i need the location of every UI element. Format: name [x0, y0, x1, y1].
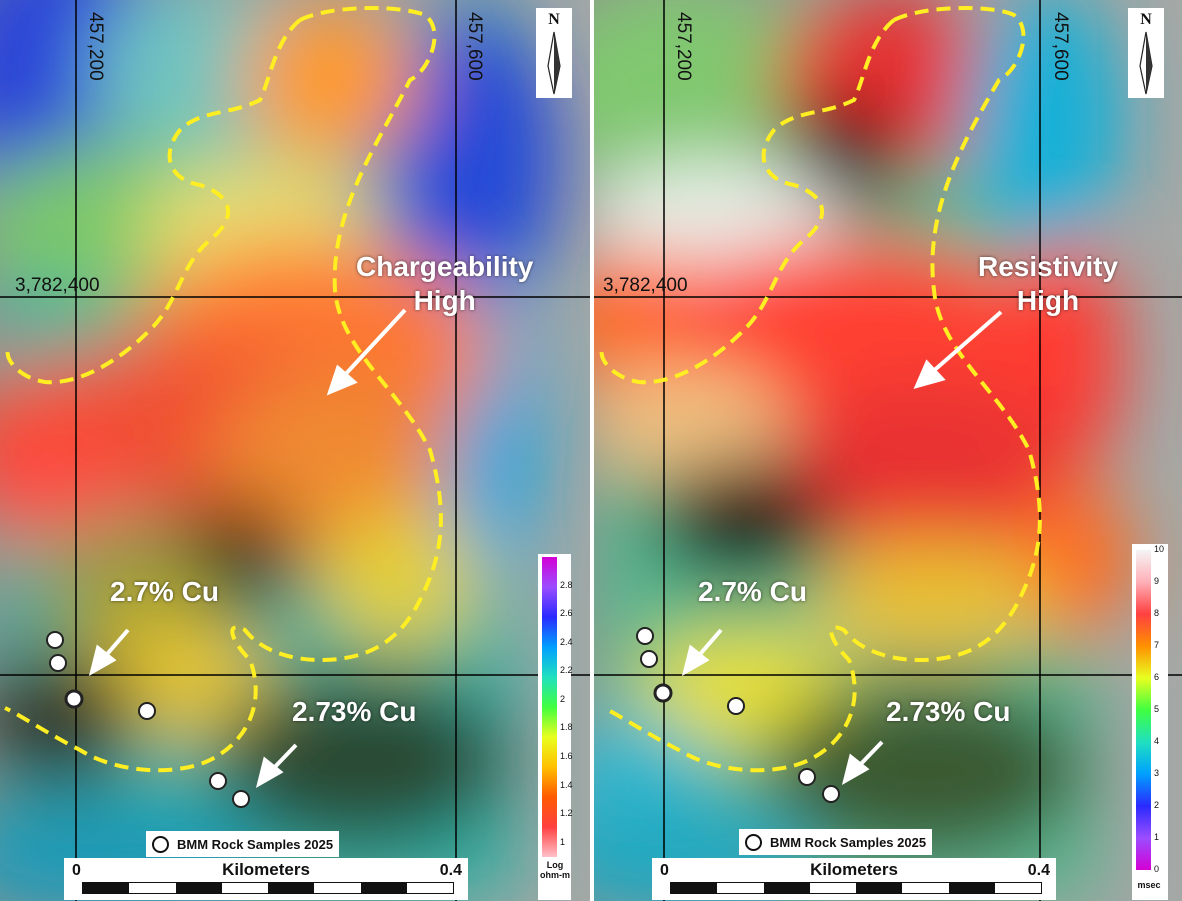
- legend-tick-label: 7: [1154, 640, 1160, 650]
- callout-cu-2: 2.73% Cu: [886, 696, 1011, 727]
- callout-cu-2: 2.73% Cu: [292, 696, 417, 727]
- chargeability-map-panel: 457,200 457,600 3,782,400 N Chargeabilit…: [0, 0, 590, 901]
- scale-max: 0.4: [1027, 862, 1050, 879]
- scale-ruler: [82, 882, 454, 894]
- legend-tick-label: 2.6: [560, 608, 573, 619]
- legend-tick-label: 5: [1154, 704, 1160, 714]
- legend-tick-label: 2.8: [560, 579, 573, 590]
- easting-label-457600: 457,600: [1050, 12, 1071, 81]
- north-arrow-icon: [547, 31, 561, 95]
- sample-markers: [46, 631, 250, 808]
- north-arrow-icon: [1139, 31, 1153, 95]
- scale-bar: Kilometers 0 0.4: [652, 858, 1056, 900]
- anomaly-label-line2: High: [1016, 284, 1080, 316]
- legend-unit-line1: Log: [546, 860, 564, 870]
- north-label: N: [1140, 11, 1152, 28]
- northing-label: 3,782,400: [603, 275, 688, 296]
- legend-tick-label: 0: [1154, 864, 1160, 874]
- color-legend: 10 9 8 7 6 5 4 3 2 1 0 msec: [1132, 544, 1168, 900]
- scale-max: 0.4: [439, 862, 462, 879]
- samples-legend: BMM Rock Samples 2025: [739, 829, 933, 855]
- grid-lines: [0, 0, 590, 901]
- legend-unit: msec: [1134, 880, 1164, 890]
- callout-arrows: [88, 308, 407, 789]
- legend-unit-line2: ohm-m: [540, 870, 570, 881]
- legend-tick-label: 2: [560, 693, 566, 704]
- sample-markers: [636, 627, 840, 803]
- legend-tick-label: 1.6: [560, 751, 573, 761]
- chargeability-map-surface: [0, 0, 590, 901]
- north-label: N: [548, 11, 560, 28]
- callout-arrows: [681, 310, 1003, 786]
- scale-title: Kilometers: [222, 860, 310, 879]
- northing-label: 3,782,400: [15, 275, 100, 296]
- anomaly-label: Chargeability High: [356, 250, 533, 317]
- legend-tick-label: 1.2: [560, 808, 573, 819]
- resistivity-map-panel: 457,200 457,600 3,782,400 N Resistivity …: [594, 0, 1182, 901]
- grid-lines: [594, 0, 1182, 901]
- scale-min: 0: [660, 862, 669, 879]
- callout-cu-1: 2.7% Cu: [110, 576, 219, 607]
- legend-tick-label: 1.8: [560, 722, 573, 733]
- samples-legend-label: BMM Rock Samples 2025: [177, 836, 334, 852]
- sample-marker-icon: [745, 833, 762, 851]
- chargeability-heatmap: [0, 0, 560, 901]
- scale-min: 0: [72, 862, 81, 879]
- legend-tick-label: 1.4: [560, 779, 573, 790]
- color-legend: 2.8 2.6 2.4 2.2 2 1.8 1.6 1.4 1.2 1 Log ohm-m: [538, 554, 573, 900]
- legend-tick-label: 3: [1154, 768, 1160, 778]
- anomaly-label-line1: Chargeability: [356, 251, 534, 282]
- easting-label-457200: 457,200: [85, 12, 106, 81]
- legend-tick-label: 9: [1154, 576, 1160, 586]
- legend-tick-label: 10: [1154, 544, 1165, 554]
- anomaly-label-line1: Resistivity: [978, 251, 1119, 282]
- legend-tick-label: 2.4: [560, 636, 573, 647]
- legend-unit: Log ohm-m: [540, 860, 570, 881]
- anomaly-boundary-west: [599, 18, 896, 385]
- color-ramp: [542, 557, 557, 857]
- legend-unit-line1: msec: [1137, 880, 1161, 890]
- scale-ruler: [670, 882, 1042, 894]
- legend-tick-label: 6: [1154, 672, 1160, 682]
- legend-tick-label: 2.2: [560, 665, 573, 676]
- samples-legend: BMM Rock Samples 2025: [146, 831, 340, 857]
- legend-tick-label: 1: [560, 836, 566, 847]
- sample-marker-icon: [152, 835, 169, 853]
- anomaly-label-line2: High: [413, 284, 476, 316]
- scale-title: Kilometers: [810, 860, 898, 879]
- north-arrow: N: [536, 8, 572, 98]
- samples-legend-label: BMM Rock Samples 2025: [770, 834, 927, 850]
- color-ramp: [1136, 550, 1151, 870]
- anomaly-boundary-west: [5, 18, 302, 385]
- legend-tick-label: 1: [1154, 832, 1160, 842]
- legend-tick-label: 4: [1154, 736, 1160, 746]
- anomaly-boundary: [4, 6, 443, 773]
- legend-tick-label: 2: [1154, 800, 1160, 810]
- callout-cu-1: 2.7% Cu: [698, 576, 807, 607]
- easting-label-457200: 457,200: [673, 12, 694, 81]
- scale-bar: Kilometers 0 0.4: [64, 858, 468, 900]
- resistivity-map-surface: [594, 0, 1182, 901]
- legend-tick-label: 8: [1154, 608, 1160, 618]
- anomaly-boundary: [603, 6, 1042, 773]
- easting-label-457600: 457,600: [464, 12, 485, 81]
- anomaly-label: Resistivity High: [978, 250, 1118, 317]
- north-arrow: N: [1128, 8, 1164, 98]
